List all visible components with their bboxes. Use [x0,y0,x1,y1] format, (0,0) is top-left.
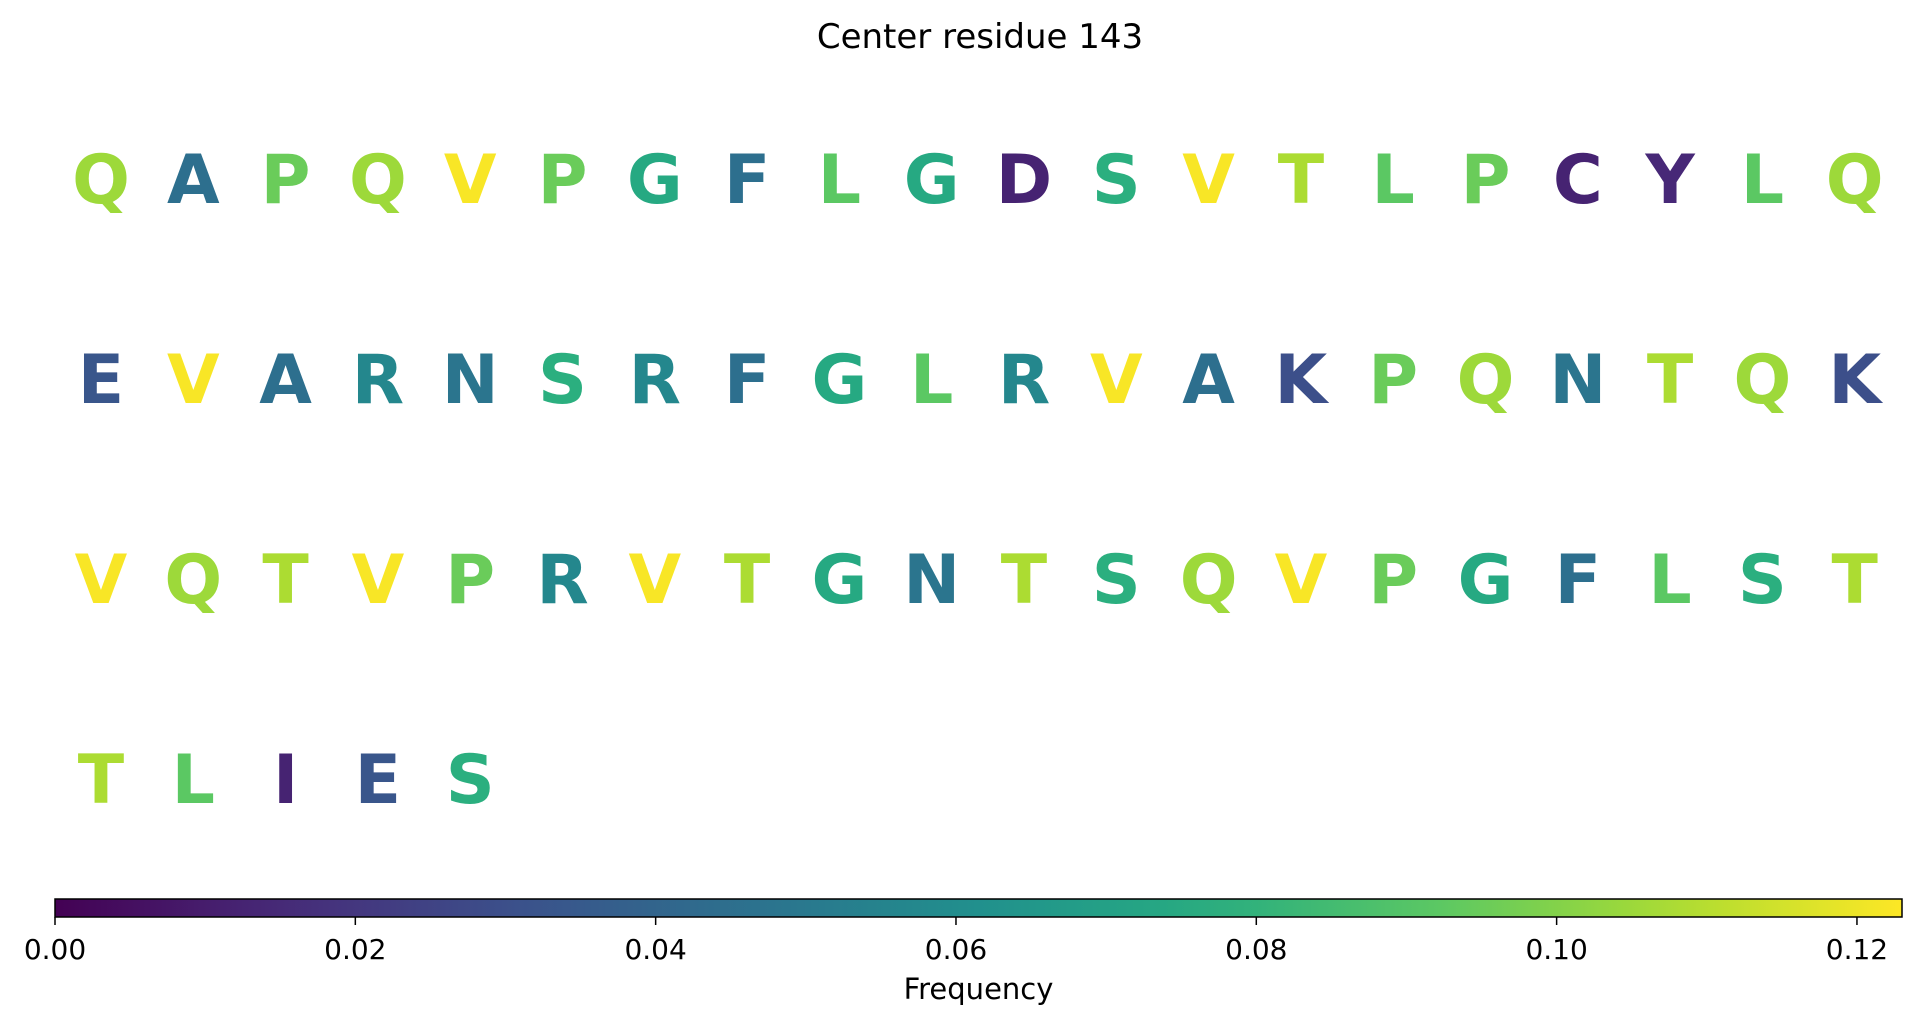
residue-letter: F [724,141,770,220]
residue-letter: R [536,541,588,620]
residue-letter: T [1832,541,1879,620]
colorbar-tick-label: 0.10 [1525,933,1587,966]
residue-letter: P [1368,541,1418,620]
residue-letter: L [172,741,215,820]
residue-letter: Q [1826,141,1884,220]
residue-letter: V [1090,341,1143,420]
residue-letters: Q A P Q V P G F L G D S V T L P C Y L QE V A R N S R F G L R V A K P Q N T Q K… [72,141,1884,820]
residue-letter: P [261,141,311,220]
residue-letter: Q [1733,341,1791,420]
residue-letter: L [910,341,953,420]
residue-letter: D [996,141,1052,220]
residue-letter: F [724,341,770,420]
residue-letter: R [998,341,1050,420]
residue-letter: P [1461,141,1511,220]
colorbar-tick-label: 0.08 [1225,933,1287,966]
residue-letter: E [355,741,401,820]
residue-letter: V [75,541,128,620]
residue-letter: L [818,141,861,220]
residue-letter: N [1549,341,1606,420]
colorbar-ticks: 0.00 0.02 0.04 0.06 0.08 0.10 0.12 [24,917,1888,966]
colorbar-gradient [54,898,1903,918]
residue-letter: T [262,541,309,620]
colorbar-tick-label: 0.12 [1826,933,1888,966]
residue-letter: I [273,741,298,820]
residue-letter: V [1275,541,1328,620]
residue-letter: G [811,541,867,620]
residue-letter: Q [349,141,407,220]
residue-letter: L [1741,141,1784,220]
residue-letter: A [259,341,312,420]
residue-letter: T [1647,341,1694,420]
residue-letter: V [444,141,497,220]
residue-letter: G [811,341,867,420]
residue-letter: S [538,341,587,420]
residue-letter: N [442,341,499,420]
residue-letter: T [1278,141,1325,220]
residue-letter: L [1648,541,1691,620]
residue-letter: Q [164,541,222,620]
residue-letter: S [1738,541,1787,620]
residue-letter: V [167,341,220,420]
residue-letter: A [167,141,220,220]
residue-letter: Q [1457,341,1515,420]
residue-letter: V [352,541,405,620]
residue-letter: P [1368,341,1418,420]
chart-title: Center residue 143 [817,17,1143,57]
residue-letter: G [1458,541,1514,620]
residue-letter: C [1553,141,1603,220]
residue-letter: S [1092,141,1141,220]
residue-letter: T [1001,541,1048,620]
residue-letter: V [1182,141,1235,220]
residue-letter: P [538,141,588,220]
residue-letter: K [1275,341,1330,420]
residue-letter: R [352,341,404,420]
colorbar-tick-label: 0.06 [925,933,987,966]
colorbar: 0.00 0.02 0.04 0.06 0.08 0.10 0.12 Frequency [24,898,1903,1006]
residue-letter: S [1092,541,1141,620]
residue-letter: T [78,741,125,820]
residue-letter: V [628,541,681,620]
residue-letter: S [446,741,495,820]
colorbar-label: Frequency [904,972,1054,1006]
colorbar-tick-label: 0.02 [324,933,386,966]
residue-letter: N [903,541,960,620]
residue-letter: G [627,141,683,220]
residue-letter: G [904,141,960,220]
residue-letter: Q [1180,541,1238,620]
residue-letter: E [78,341,124,420]
residue-letter: F [1555,541,1601,620]
residue-letter: Q [72,141,130,220]
residue-letter: R [629,341,681,420]
colorbar-tick-label: 0.04 [624,933,686,966]
residue-letter: L [1372,141,1415,220]
residue-letter: P [445,541,495,620]
residue-letter: A [1182,341,1235,420]
residue-letter: Y [1644,141,1695,220]
residue-letter: K [1828,341,1883,420]
colorbar-tick-label: 0.00 [24,933,86,966]
residue-letter: T [724,541,771,620]
